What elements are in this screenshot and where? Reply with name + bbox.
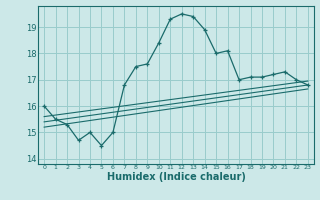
X-axis label: Humidex (Indice chaleur): Humidex (Indice chaleur) [107,172,245,182]
